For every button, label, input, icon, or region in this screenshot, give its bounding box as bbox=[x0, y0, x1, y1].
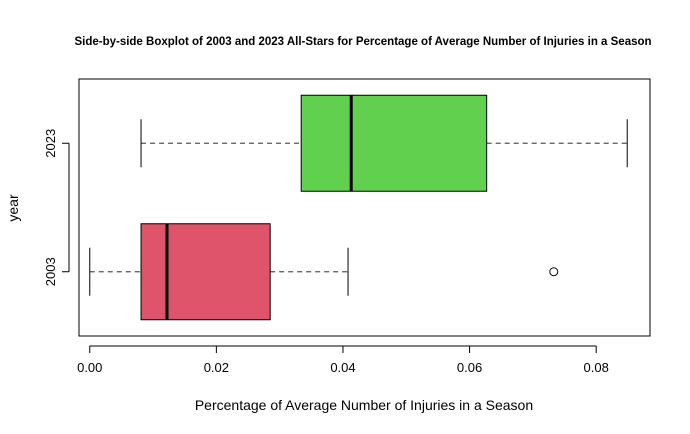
outlier-2003-0 bbox=[549, 267, 559, 277]
x-tick-label-0: 0.00 bbox=[77, 360, 102, 375]
x-tick-label-1: 0.02 bbox=[204, 360, 229, 375]
iqr-box-2003 bbox=[140, 223, 271, 321]
x-tick-label-3: 0.06 bbox=[457, 360, 482, 375]
box-2003 bbox=[89, 223, 559, 321]
plot-frame bbox=[78, 78, 651, 337]
y-tick-label-2003: 2003 bbox=[43, 257, 58, 286]
y-tick-label-2023: 2023 bbox=[43, 129, 58, 158]
y-axis-label: year bbox=[5, 194, 21, 222]
x-tick-label-4: 0.08 bbox=[584, 360, 609, 375]
x-tick-label-2: 0.04 bbox=[330, 360, 355, 375]
iqr-box-2023 bbox=[300, 94, 488, 192]
box-2023 bbox=[140, 94, 628, 192]
x-axis: 0.00 0.02 0.04 0.06 0.08 bbox=[77, 345, 609, 375]
x-axis-label: Percentage of Average Number of Injuries… bbox=[195, 397, 533, 413]
y-axis: 2003 2023 bbox=[43, 129, 70, 286]
chart-title: Side-by-side Boxplot of 2003 and 2023 Al… bbox=[74, 36, 651, 48]
